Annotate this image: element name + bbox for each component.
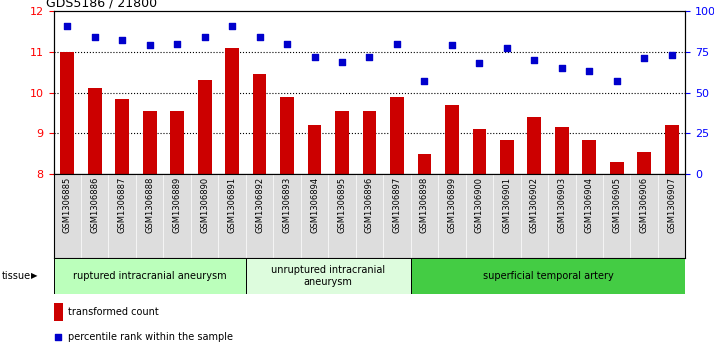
Text: GSM1306887: GSM1306887	[118, 177, 126, 233]
Point	[473, 60, 485, 66]
Bar	[390, 97, 404, 174]
Point	[171, 41, 183, 46]
Point	[226, 23, 238, 29]
Point	[501, 46, 513, 52]
Point	[446, 42, 458, 48]
Bar	[116, 99, 129, 174]
Bar	[555, 127, 568, 174]
Bar	[363, 111, 376, 174]
Bar	[500, 139, 514, 174]
Text: ▶: ▶	[31, 272, 37, 280]
Point	[199, 34, 211, 40]
Bar	[54, 303, 63, 321]
Text: GSM1306885: GSM1306885	[63, 177, 72, 233]
Text: GSM1306888: GSM1306888	[145, 177, 154, 233]
Bar	[88, 89, 101, 174]
Text: GSM1306889: GSM1306889	[173, 177, 181, 233]
Text: GSM1306906: GSM1306906	[640, 177, 649, 233]
Point	[556, 65, 568, 71]
Text: unruptured intracranial
aneurysm: unruptured intracranial aneurysm	[271, 265, 386, 287]
Bar	[583, 139, 596, 174]
Text: GSM1306899: GSM1306899	[448, 177, 456, 233]
Text: GSM1306886: GSM1306886	[90, 177, 99, 233]
Bar	[638, 152, 651, 174]
Text: transformed count: transformed count	[68, 307, 159, 317]
Text: GSM1306904: GSM1306904	[585, 177, 594, 233]
Text: tissue: tissue	[1, 271, 31, 281]
Text: GDS5186 / 21800: GDS5186 / 21800	[46, 0, 158, 9]
Point	[666, 52, 678, 58]
Point	[309, 54, 321, 60]
Bar	[280, 97, 294, 174]
Text: GSM1306897: GSM1306897	[393, 177, 401, 233]
Bar	[54, 258, 246, 294]
Bar	[143, 111, 156, 174]
Bar	[418, 154, 431, 174]
Text: percentile rank within the sample: percentile rank within the sample	[68, 332, 233, 342]
Bar	[246, 258, 411, 294]
Bar	[610, 162, 623, 174]
Text: superficial temporal artery: superficial temporal artery	[483, 271, 613, 281]
Text: GSM1306894: GSM1306894	[310, 177, 319, 233]
Point	[528, 57, 540, 63]
Bar	[473, 129, 486, 174]
Bar	[225, 48, 239, 174]
Text: GSM1306895: GSM1306895	[338, 177, 346, 233]
Bar	[253, 74, 266, 174]
Point	[391, 41, 403, 46]
Bar	[308, 125, 321, 174]
Point	[53, 334, 64, 340]
Bar	[445, 105, 459, 174]
Point	[61, 23, 73, 29]
Bar	[335, 111, 349, 174]
Text: GSM1306892: GSM1306892	[255, 177, 264, 233]
Text: GSM1306893: GSM1306893	[283, 177, 291, 233]
Bar	[665, 125, 678, 174]
Point	[336, 58, 348, 65]
Point	[116, 37, 128, 43]
Bar	[411, 258, 685, 294]
Text: GSM1306905: GSM1306905	[613, 177, 621, 233]
Bar	[61, 52, 74, 174]
Point	[144, 42, 156, 48]
Point	[254, 34, 266, 40]
Text: GSM1306891: GSM1306891	[228, 177, 236, 233]
Text: GSM1306896: GSM1306896	[365, 177, 374, 233]
Text: GSM1306890: GSM1306890	[200, 177, 209, 233]
Point	[418, 78, 430, 84]
Point	[281, 41, 293, 46]
Text: GSM1306898: GSM1306898	[420, 177, 429, 233]
Bar	[198, 80, 211, 174]
Text: GSM1306901: GSM1306901	[503, 177, 511, 233]
Text: GSM1306907: GSM1306907	[667, 177, 676, 233]
Text: GSM1306900: GSM1306900	[475, 177, 484, 233]
Bar	[528, 117, 541, 174]
Text: ruptured intracranial aneurysm: ruptured intracranial aneurysm	[73, 271, 226, 281]
Point	[363, 54, 376, 60]
Text: GSM1306902: GSM1306902	[530, 177, 539, 233]
Bar	[171, 111, 184, 174]
Text: GSM1306903: GSM1306903	[558, 177, 566, 233]
Point	[611, 78, 623, 84]
Point	[89, 34, 101, 40]
Point	[583, 69, 595, 74]
Point	[638, 55, 650, 61]
